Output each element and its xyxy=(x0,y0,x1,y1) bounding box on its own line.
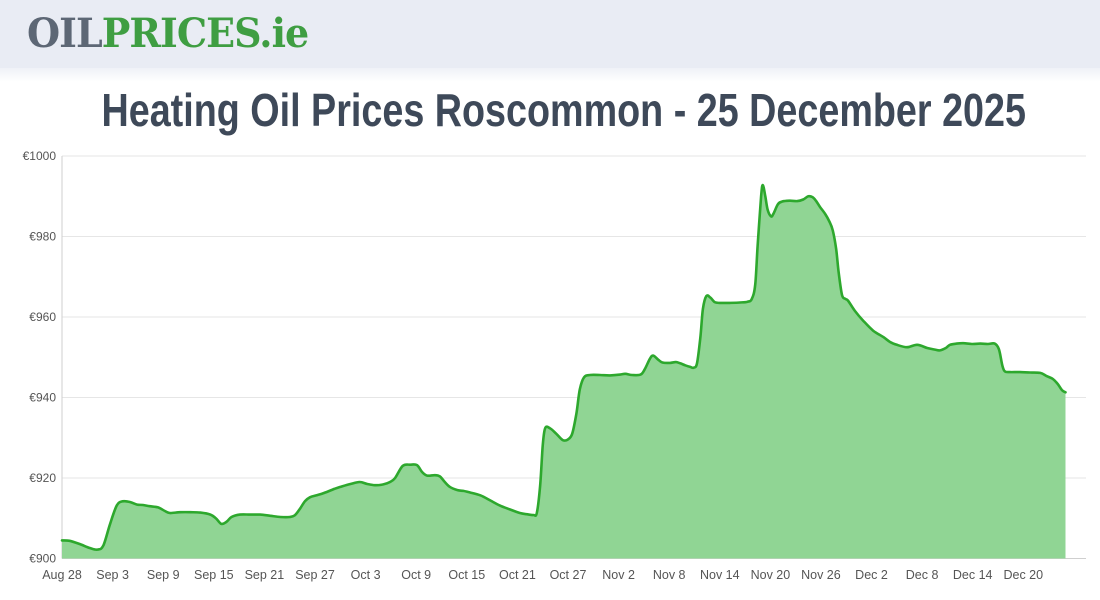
logo-text-ie: .ie xyxy=(259,10,309,57)
x-axis-tick-label: Sep 3 xyxy=(96,568,129,582)
x-axis-tick-label: Dec 14 xyxy=(953,568,993,582)
x-axis-tick-label: Oct 3 xyxy=(351,568,381,582)
x-axis-tick-label: Dec 8 xyxy=(906,568,939,582)
y-axis-tick-label: €900 xyxy=(29,552,56,566)
y-axis-tick-label: €1000 xyxy=(23,149,57,163)
x-axis-tick-label: Nov 14 xyxy=(700,568,740,582)
x-axis-tick-label: Oct 15 xyxy=(448,568,485,582)
x-axis-tick-label: Sep 9 xyxy=(147,568,180,582)
price-area-chart-svg: €900 €920 €940 €960 €980 €1000 Aug 28 Sep 3 Sep … xyxy=(23,149,1086,582)
x-axis-tick-label: Oct 9 xyxy=(401,568,431,582)
x-axis-tick-label: Sep 27 xyxy=(295,568,335,582)
logo-text-prices: PRICES xyxy=(101,10,260,57)
x-axis-tick-label: Nov 8 xyxy=(653,568,686,582)
site-header: OILPRICES.ie xyxy=(0,0,1100,68)
x-axis-tick-label: Sep 21 xyxy=(245,568,285,582)
x-axis-tick-label: Dec 20 xyxy=(1003,568,1043,582)
heating-oil-price-chart: €900 €920 €940 €960 €980 €1000 Aug 28 Sep 3 Sep … xyxy=(0,138,1100,600)
x-axis-tick-label: Oct 27 xyxy=(550,568,587,582)
x-axis-tick-label: Sep 15 xyxy=(194,568,234,582)
x-axis-tick-label: Dec 2 xyxy=(855,568,888,582)
price-line-series xyxy=(60,183,1067,551)
y-axis-tick-label: €940 xyxy=(29,391,56,405)
logo-text-oil: OIL xyxy=(27,10,103,57)
x-axis-tick-label: Nov 2 xyxy=(602,568,635,582)
page-title-row: Heating Oil Prices Roscommon - 25 Decemb… xyxy=(0,82,1100,138)
header-divider xyxy=(0,68,1100,82)
x-axis-tick-label: Aug 28 xyxy=(42,568,82,582)
x-axis-tick-label: Nov 20 xyxy=(751,568,791,582)
y-axis-tick-label: €980 xyxy=(29,230,56,244)
y-axis-tick-label: €960 xyxy=(29,310,56,324)
price-area-fill xyxy=(62,185,1066,559)
y-axis-tick-label: €920 xyxy=(29,471,56,485)
x-axis-tick-label: Oct 21 xyxy=(499,568,536,582)
site-logo[interactable]: OILPRICES.ie xyxy=(27,14,309,54)
page-title: Heating Oil Prices Roscommon - 25 Decemb… xyxy=(101,84,1026,136)
x-axis-tick-label: Nov 26 xyxy=(801,568,841,582)
